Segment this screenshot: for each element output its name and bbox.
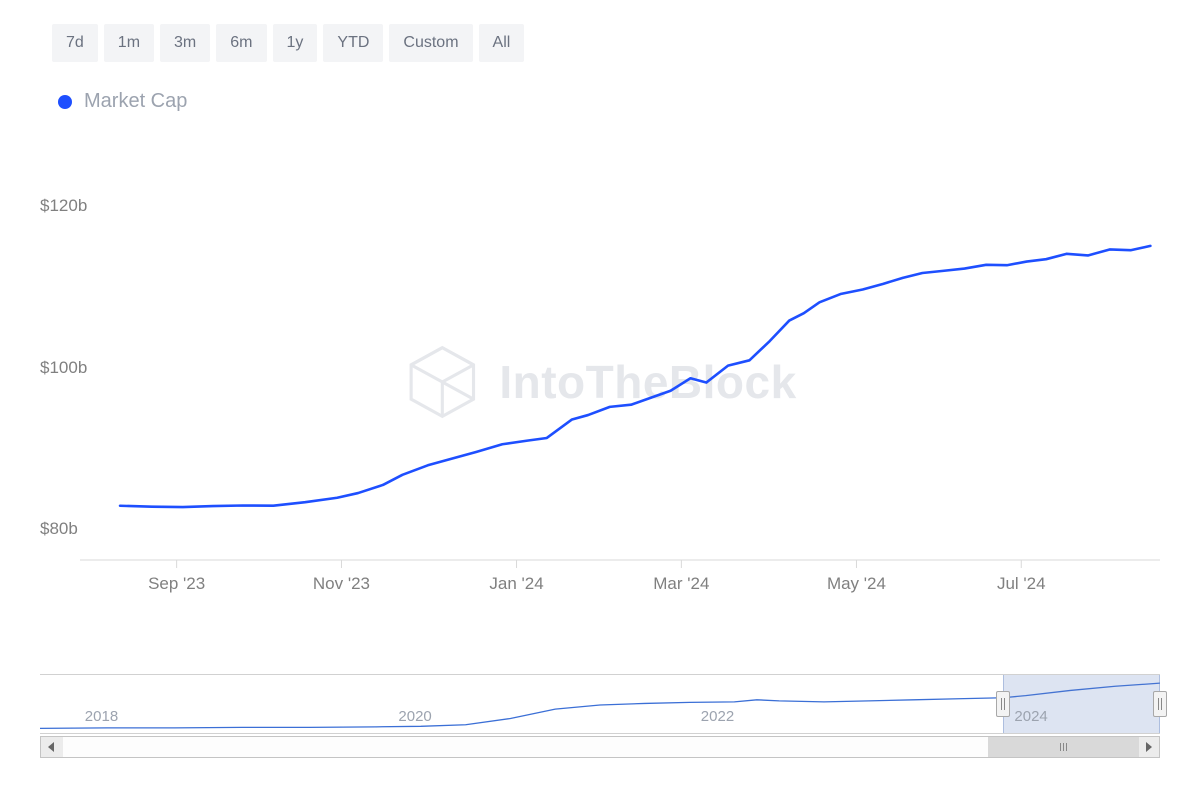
- range-1y-button[interactable]: 1y: [273, 24, 318, 62]
- navigator-year-label: 2022: [701, 708, 734, 725]
- navigator-svg: [40, 675, 1160, 733]
- range-custom-button[interactable]: Custom: [389, 24, 472, 62]
- range-1m-button[interactable]: 1m: [104, 24, 154, 62]
- x-axis-label: Sep '23: [148, 574, 205, 594]
- navigator-handle-right[interactable]: [1153, 691, 1167, 717]
- chevron-right-icon: [1144, 742, 1152, 752]
- main-chart-svg: [40, 190, 1160, 590]
- chart-navigator[interactable]: 2018 2020 2022 2024: [40, 674, 1160, 734]
- navigator-year-label: 2024: [1014, 708, 1047, 725]
- range-6m-button[interactable]: 6m: [216, 24, 266, 62]
- scroll-track[interactable]: [63, 737, 1137, 757]
- y-axis-label: $100b: [40, 358, 87, 378]
- x-axis-label: Jan '24: [489, 574, 543, 594]
- chevron-left-icon: [48, 742, 56, 752]
- navigator-handle-left[interactable]: [996, 691, 1010, 717]
- x-axis-label: Nov '23: [313, 574, 370, 594]
- scroll-thumb-grip-icon: [1060, 743, 1067, 751]
- range-ytd-button[interactable]: YTD: [323, 24, 383, 62]
- range-all-button[interactable]: All: [479, 24, 525, 62]
- market-cap-chart[interactable]: IntoTheBlock $80b$100b$120b Sep '23Nov '…: [40, 190, 1160, 590]
- scroll-thumb[interactable]: [988, 737, 1139, 757]
- navigator-year-label: 2020: [398, 708, 431, 725]
- scroll-left-button[interactable]: [41, 737, 63, 757]
- legend-dot-icon: [58, 95, 72, 109]
- range-7d-button[interactable]: 7d: [52, 24, 98, 62]
- legend-label: Market Cap: [84, 90, 187, 113]
- chart-scrollbar[interactable]: [40, 736, 1160, 758]
- chart-legend[interactable]: Market Cap: [0, 62, 1200, 113]
- x-axis-label: Jul '24: [997, 574, 1046, 594]
- x-axis-label: Mar '24: [653, 574, 709, 594]
- x-axis-label: May '24: [827, 574, 886, 594]
- range-3m-button[interactable]: 3m: [160, 24, 210, 62]
- y-axis-label: $120b: [40, 196, 87, 216]
- time-range-buttons: 7d 1m 3m 6m 1y YTD Custom All: [0, 0, 1200, 62]
- navigator-year-label: 2018: [85, 708, 118, 725]
- scroll-right-button[interactable]: [1137, 737, 1159, 757]
- y-axis-label: $80b: [40, 519, 78, 539]
